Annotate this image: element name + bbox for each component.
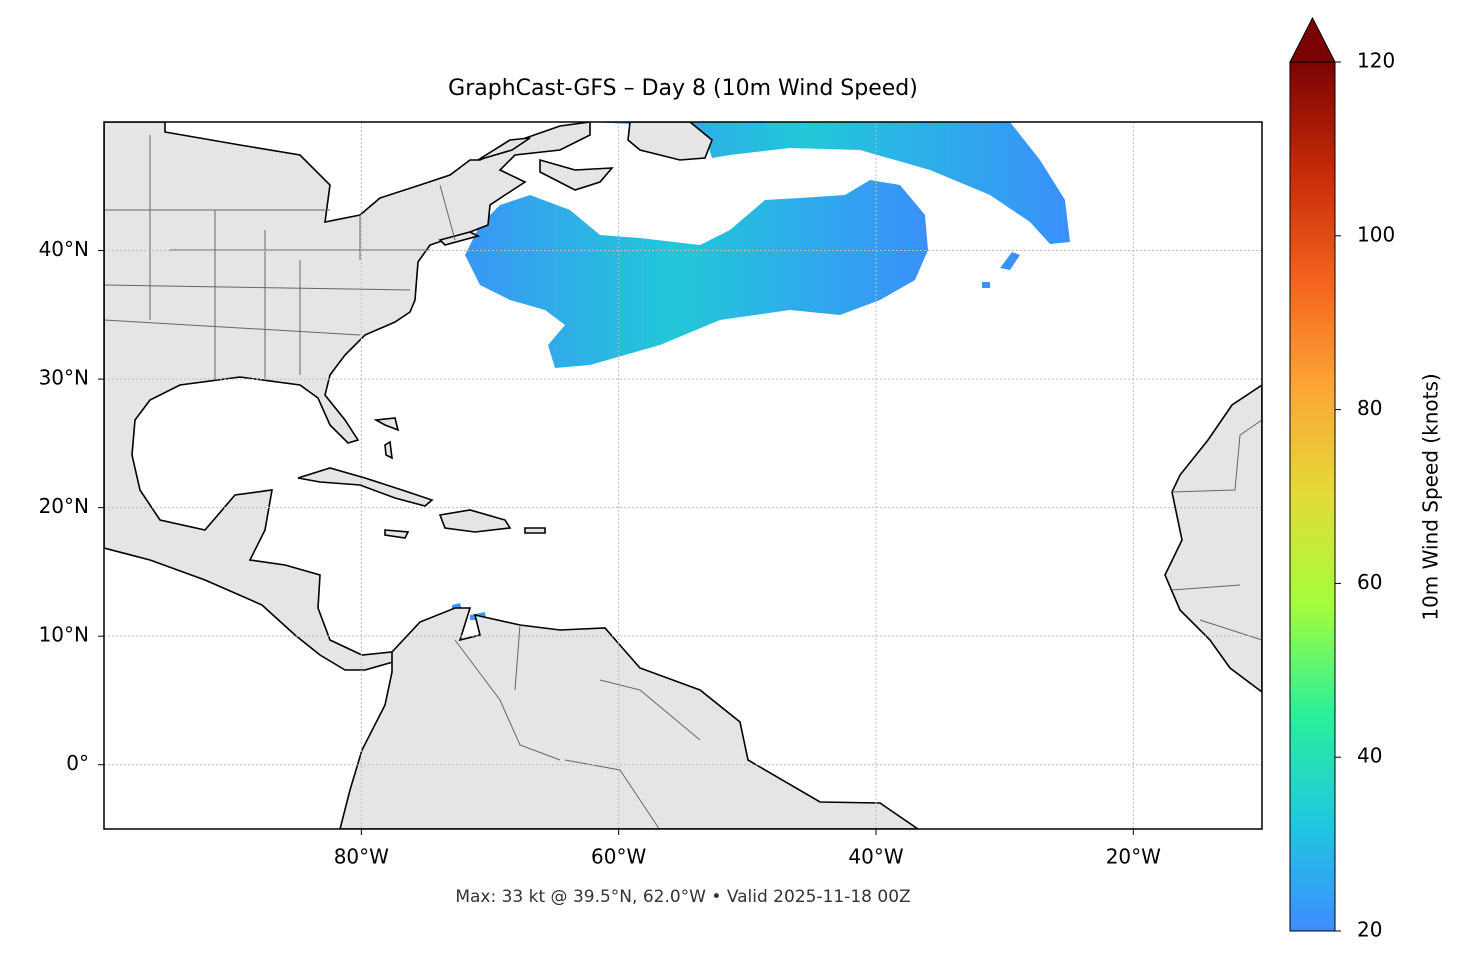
colorbar: 20 40 60 80 100 120 — [1289, 16, 1395, 942]
colorbar-tick-label: 60 — [1357, 570, 1382, 594]
map-frame — [103, 121, 1263, 830]
footer-note: Max: 33 kt @ 39.5°N, 62.0°W • Valid 2025… — [455, 887, 910, 907]
map-area — [104, 122, 1262, 829]
y-tick-label: 40°N — [39, 237, 89, 261]
land — [104, 122, 1262, 829]
colorbar-tick-label: 120 — [1357, 49, 1395, 73]
south-america — [339, 607, 920, 829]
north-america — [104, 122, 591, 671]
colorbar-tick-label: 20 — [1357, 918, 1382, 942]
country-borders — [454, 419, 1262, 829]
chart-title: GraphCast-GFS – Day 8 (10m Wind Speed) — [448, 76, 918, 101]
x-tick-label: 80°W — [334, 845, 389, 869]
y-tick-label: 0° — [66, 751, 89, 775]
colorbar-tick-label: 100 — [1357, 222, 1395, 246]
colorbar-tick-label: 80 — [1357, 396, 1382, 420]
wind-field — [452, 122, 1070, 620]
x-tick-label: 40°W — [848, 845, 903, 869]
y-tick-label: 20°N — [39, 494, 89, 518]
colorbar-extend — [1289, 16, 1336, 63]
island — [438, 122, 713, 246]
y-tick-label: 10°N — [39, 623, 89, 647]
x-tick-label: 60°W — [591, 845, 646, 869]
colorbar-tick-label: 40 — [1357, 744, 1382, 768]
colorbar-gradient — [1289, 61, 1336, 932]
y-tick-label: 30°N — [39, 366, 89, 390]
wind-region — [465, 180, 928, 368]
state-borders — [104, 135, 456, 380]
x-tick-label: 20°W — [1106, 845, 1161, 869]
colorbar-label: 10m Wind Speed (knots) — [1419, 373, 1443, 620]
axes: 80°W 60°W 40°W 20°W 0° 10°N 20°N 30°N 40°N — [39, 122, 1262, 869]
island — [297, 417, 546, 539]
wind-region — [590, 122, 1070, 244]
